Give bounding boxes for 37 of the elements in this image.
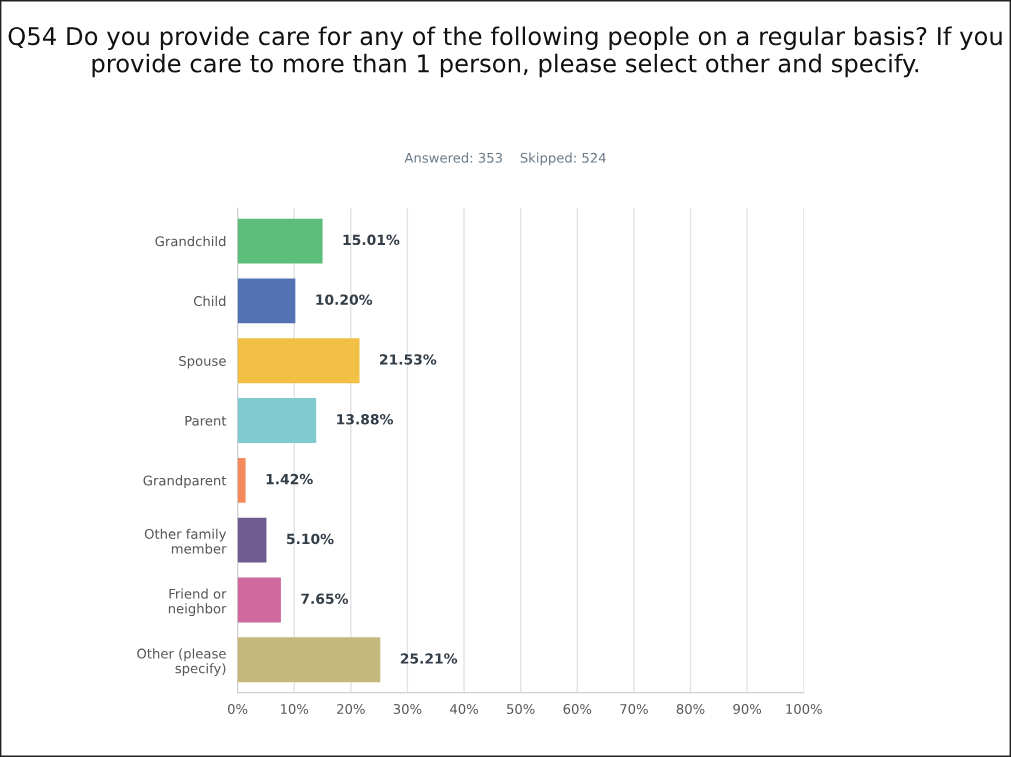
x-tick-label: 0%: [227, 704, 248, 714]
x-tick-label: 30%: [393, 704, 422, 714]
data-label: 1.42%: [266, 473, 313, 485]
bar: [237, 218, 323, 264]
data-label: 25.21%: [400, 653, 458, 664]
x-tick-label: 80%: [676, 704, 705, 714]
x-tick-label: 40%: [450, 704, 478, 714]
y-tick-label: Child: [193, 295, 226, 307]
x-tick-label: 10%: [280, 704, 309, 714]
y-tick-label: Friend or neighbor: [168, 588, 227, 617]
data-label: 21.53%: [380, 354, 437, 365]
x-tick-label: 70%: [620, 704, 648, 714]
y-tick-label: Other family member: [144, 528, 227, 554]
data-label: 10.20%: [316, 294, 373, 305]
bar: [237, 577, 281, 623]
x-tick-label: 100%: [786, 704, 822, 714]
y-tick-label: Parent: [185, 415, 227, 426]
data-label: 13.88%: [337, 414, 394, 425]
y-tick-label: Grandchild: [155, 236, 226, 247]
data-label: 15.01%: [343, 234, 400, 246]
chart-title: Q54 Do you provide care for any of the following people on a regular basis? If you provide care to more than 1 person, please select other and specify.: [8, 26, 1002, 78]
bar: [237, 517, 267, 563]
chart-subtitle: Answered: 353 Skipped: 524: [404, 152, 606, 166]
x-tick-label: 60%: [563, 704, 592, 714]
y-tick-label: Spouse: [179, 355, 226, 369]
data-label: 7.65%: [301, 593, 349, 604]
data-label: 5.10%: [286, 533, 334, 545]
y-tick-label: Other (please specify): [137, 648, 226, 676]
x-tick-label: 90%: [733, 704, 762, 714]
bar: [237, 637, 381, 683]
bar: [237, 338, 360, 384]
x-tick-label: 20%: [337, 704, 365, 714]
bar: [237, 398, 317, 443]
bar: [237, 278, 296, 324]
y-tick-label: Grandparent: [143, 475, 227, 489]
x-tick-label: 50%: [507, 704, 535, 714]
bar: [237, 457, 246, 503]
